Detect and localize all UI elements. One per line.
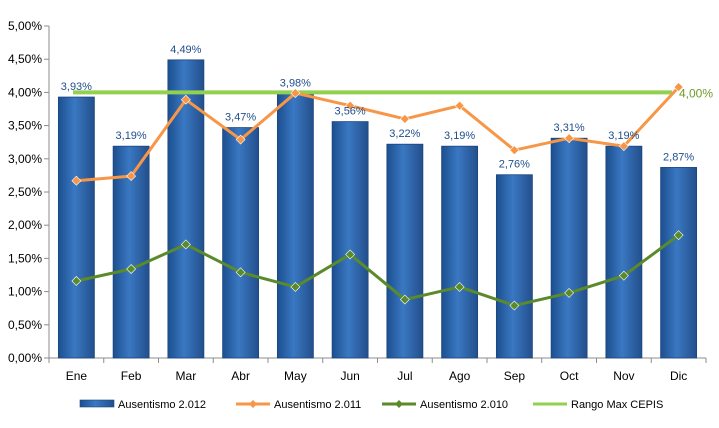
ausentismo-2010-point: [673, 230, 684, 241]
y-tick-label: 3,50%: [8, 119, 42, 133]
y-tick-label: 0,50%: [8, 318, 42, 332]
bar: [605, 145, 643, 359]
ausentismo-2010-point: [399, 294, 410, 305]
x-tick-label: Oct: [560, 369, 579, 383]
x-tick-label: Abr: [231, 369, 250, 383]
ausentismo-2011-point: [618, 141, 629, 152]
ausentismo-2010-point: [126, 264, 137, 274]
bar: [441, 145, 479, 359]
bar-data-label: 3,56%: [335, 106, 366, 118]
ausentismo-2011-point: [564, 133, 575, 144]
x-tick-label: Ene: [66, 369, 88, 383]
legend-ausentismo-2-011-label: Ausentismo 2.011: [274, 399, 361, 411]
bar-data-label: 2,76%: [499, 159, 530, 171]
ausentismo-2010-line: [76, 233, 680, 308]
ausentismo-2010-point: [509, 300, 520, 311]
ausentismo-2011-point: [235, 134, 246, 145]
bar: [112, 145, 150, 359]
legend-ausentismo-2-011-marker: [249, 400, 257, 408]
ausentismo-2010-point: [290, 282, 301, 292]
legend-ausentismo-2-012-swatch: [79, 399, 115, 408]
rango-max-end-label: 4,00%: [679, 86, 713, 100]
x-tick-label: Mar: [176, 369, 197, 383]
bar-data-label: 4,49%: [170, 44, 201, 56]
ausentismo-2011-point: [71, 175, 82, 186]
x-tick-label: Feb: [121, 369, 142, 383]
legend-ausentismo-2-010-marker: [395, 400, 403, 408]
bar-data-label: 3,19%: [116, 130, 147, 142]
x-tick-label: Dic: [670, 369, 687, 383]
bar-data-label: 3,31%: [554, 122, 585, 134]
bar-data-label: 3,47%: [225, 112, 256, 124]
x-tick-label: Sep: [504, 369, 526, 383]
ausentismo-2010-point: [618, 270, 629, 281]
y-tick-label: 4,50%: [8, 52, 42, 66]
ausentismo-2010-point: [345, 249, 356, 260]
y-tick-label: 2,00%: [8, 218, 42, 232]
ausentismo-2010-point: [564, 288, 575, 298]
x-tick-label: Ago: [449, 369, 471, 383]
bar: [276, 93, 314, 359]
y-tick-label: 3,00%: [8, 152, 42, 166]
x-tick-label: Nov: [613, 369, 634, 383]
x-tick-label: May: [284, 369, 307, 383]
ausentismo-2011-point: [345, 100, 356, 111]
legend-rango-max-cepis-label: Rango Max CEPIS: [571, 399, 663, 411]
ausentismo-2011-point: [290, 88, 301, 98]
bar-data-label: 3,19%: [444, 130, 475, 142]
bar-series-2012: [57, 59, 698, 359]
y-tick-label: 1,50%: [8, 251, 42, 265]
ausentismo-2011-point: [673, 82, 684, 93]
ausentismo-2010-point: [71, 276, 82, 286]
ausentismo-2010-point: [454, 282, 465, 292]
bar-data-label: 3,22%: [389, 128, 420, 140]
legend-ausentismo-2-010-label: Ausentismo 2.010: [420, 399, 508, 411]
bar: [331, 121, 369, 359]
bar: [550, 137, 588, 359]
ausentismo-2011-point: [180, 94, 191, 105]
legend-ausentismo-2-012-label: Ausentismo 2.012: [118, 399, 206, 411]
ausentismo-2011-point: [126, 171, 137, 181]
y-tick-label: 4,00%: [8, 85, 42, 99]
data-labels: 4,00% 3,93% 3,19% 4,49% 3,47% 3,98% 3,56% 3,22%…: [61, 44, 714, 171]
y-tick-label: 0,00%: [8, 351, 42, 365]
ausentismo-2011-point: [399, 114, 410, 124]
axes: 0,00% 0,50% 1,00% 1,50% 2,00% 2,50% 3,00% 3,50%…: [8, 19, 707, 383]
bar: [495, 174, 533, 359]
bar: [660, 167, 698, 359]
bar: [386, 143, 424, 359]
x-tick-label: Jun: [340, 369, 359, 383]
ausentismo-2010-point: [180, 239, 191, 250]
bar-data-label: 3,93%: [61, 81, 92, 93]
bar: [57, 96, 95, 359]
bar: [222, 127, 260, 359]
y-tick-label: 1,00%: [8, 285, 42, 299]
bar-data-label: 3,19%: [608, 130, 639, 142]
ausentismo-2011-line: [76, 86, 680, 183]
legend: Ausentismo 2.012 Ausentismo 2.011 Ausentis…: [79, 399, 663, 411]
ausentismo-2011-point: [509, 145, 520, 156]
line-series: [71, 82, 684, 311]
ausentismo-2011-point: [454, 100, 465, 111]
x-tick-label: Jul: [397, 369, 412, 383]
ausentismo-2010-point: [235, 267, 246, 278]
y-tick-label: 5,00%: [8, 19, 42, 33]
bar-data-label: 2,87%: [663, 151, 694, 163]
y-tick-label: 2,50%: [8, 185, 42, 199]
bar-data-label: 3,98%: [280, 78, 311, 90]
